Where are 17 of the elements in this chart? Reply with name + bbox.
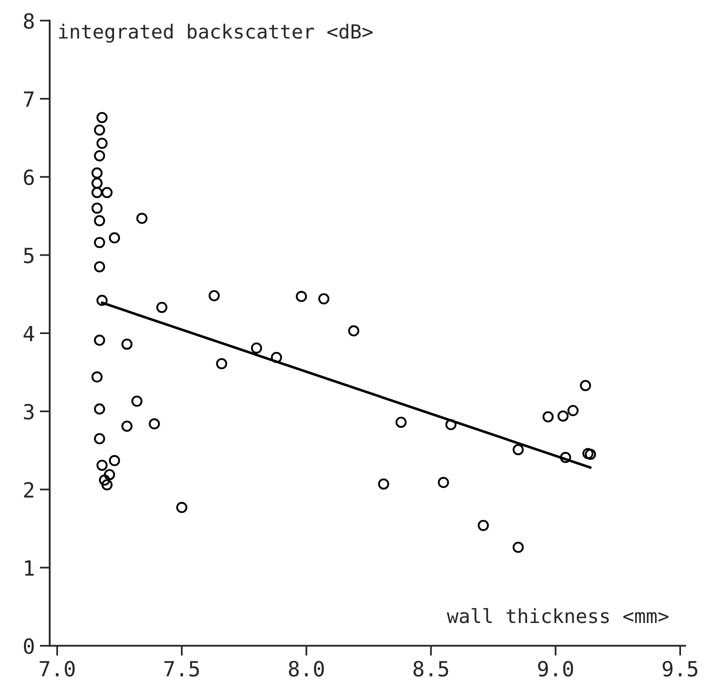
y-tick-label: 8 — [24, 13, 34, 29]
x-tick-label: 8.5 — [413, 660, 448, 677]
x-tick-label: 9.0 — [538, 660, 574, 677]
x-tick-label: 9.5 — [662, 660, 698, 677]
y-tick-label: 7 — [24, 92, 34, 107]
y-tick-label: 6 — [24, 169, 34, 186]
y-tick-label: 2 — [24, 482, 34, 498]
y-tick-label: 0 — [24, 638, 34, 654]
x-tick-label: 7.5 — [164, 661, 199, 677]
y-tick-label: 4 — [24, 326, 34, 342]
y-tick-label: 5 — [24, 248, 34, 264]
x-axis-title: wall thickness <mm> — [446, 608, 668, 624]
x-tick-label: 7.0 — [40, 660, 75, 677]
y-axis-title: integrated backscatter <dB> — [59, 24, 373, 43]
x-tick-label: 8.0 — [288, 660, 324, 677]
y-tick-label: 1 — [25, 560, 34, 576]
y-tick-label: 3 — [24, 404, 34, 420]
